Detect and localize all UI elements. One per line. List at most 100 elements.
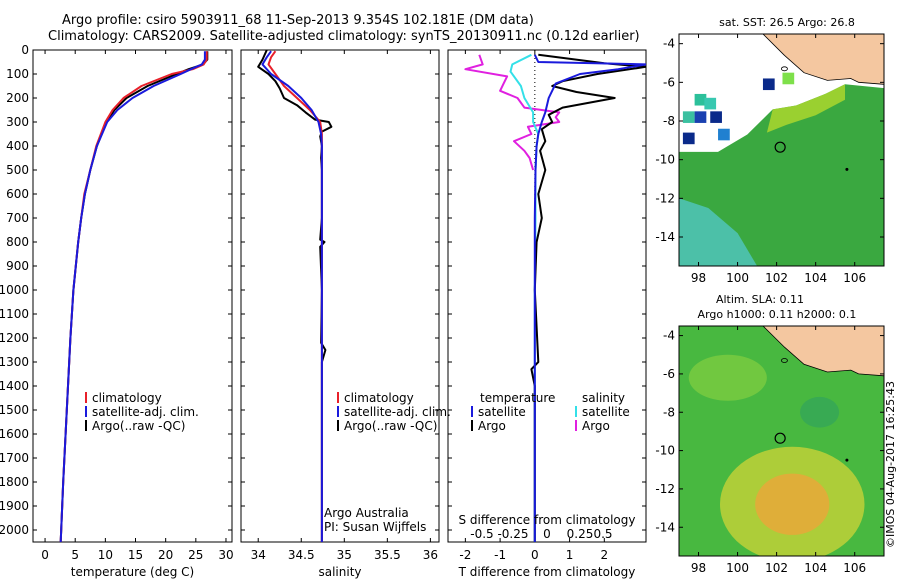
map-y-tick-label: -6 bbox=[663, 367, 675, 381]
map-y-tick-label: -6 bbox=[663, 75, 675, 89]
depth-tick-label: 1900 bbox=[0, 499, 29, 513]
depth-tick-label: 1500 bbox=[0, 403, 29, 417]
x-tick-label-top: -0.25 bbox=[497, 527, 528, 541]
depth-tick-label: 900 bbox=[6, 259, 29, 273]
depth-tick-label: 0 bbox=[21, 43, 29, 57]
x-tick-label: 30 bbox=[218, 548, 233, 562]
panel-frame-temperature bbox=[32, 49, 233, 543]
map-y-tick-label: -12 bbox=[655, 482, 675, 496]
x-tick-label-top: 0 bbox=[543, 527, 551, 541]
x-axis-label: salinity bbox=[318, 565, 361, 579]
series-line-satellite-adj--clim- bbox=[59, 51, 206, 542]
sst-yellow-band bbox=[766, 84, 845, 133]
x-tick-label: -1 bbox=[494, 548, 506, 562]
land-mass bbox=[762, 34, 884, 85]
sst-pixel bbox=[682, 132, 695, 145]
series-line-argo bbox=[464, 54, 561, 171]
map-y-tick-label: -8 bbox=[663, 114, 675, 128]
depth-tick-label: 1100 bbox=[0, 307, 29, 321]
depth-tick-label: 1000 bbox=[0, 283, 29, 297]
x-axis-label-top: S difference from climatology bbox=[459, 513, 636, 527]
sla-map-title-line2: Argo h1000: 0.11 h2000: 0.1 bbox=[698, 308, 857, 321]
map-y-tick-label: -8 bbox=[663, 405, 675, 419]
x-tick-label-top: -0.5 bbox=[470, 527, 493, 541]
map-y-tick-label: -14 bbox=[655, 230, 675, 244]
legend-label-diff-sal: Argo bbox=[582, 419, 610, 433]
x-tick-label: 35 bbox=[337, 548, 352, 562]
sst-pixel bbox=[704, 97, 717, 110]
legend-label-temperature: climatology bbox=[92, 391, 162, 405]
x-tick-label: 1 bbox=[566, 548, 574, 562]
sst-pixel bbox=[762, 78, 775, 91]
depth-tick-label: 1300 bbox=[0, 355, 29, 369]
x-tick-label: 2 bbox=[600, 548, 608, 562]
land-mass bbox=[762, 326, 884, 377]
panel-frame-salinity bbox=[240, 49, 440, 543]
island-outline bbox=[781, 358, 788, 363]
x-tick-label: 15 bbox=[128, 548, 143, 562]
depth-tick-label: 1700 bbox=[0, 451, 29, 465]
legend-label-salinity: Argo(..raw -QC) bbox=[344, 419, 437, 433]
map-y-tick-label: -4 bbox=[663, 329, 675, 343]
depth-tick-label: 600 bbox=[6, 187, 29, 201]
legend-label-salinity: climatology bbox=[344, 391, 414, 405]
map-x-tick-label: 102 bbox=[765, 271, 788, 285]
series-line-satellite bbox=[533, 54, 646, 542]
depth-tick-label: 1200 bbox=[0, 331, 29, 345]
map-x-tick-label: 104 bbox=[804, 271, 827, 285]
island-marker bbox=[845, 458, 849, 462]
depth-tick-label: 200 bbox=[6, 91, 29, 105]
series-line-argo bbox=[530, 53, 646, 542]
map-sla: 98 100 102 104 106 -4 -6 -8 -10 -12 -14 bbox=[655, 325, 885, 575]
sla-light-zone bbox=[688, 354, 767, 401]
x-tick-label: -2 bbox=[459, 548, 471, 562]
legend-title-salinity: salinity bbox=[582, 391, 625, 405]
map-y-tick-label: -12 bbox=[655, 191, 675, 205]
map-field bbox=[679, 34, 884, 266]
annotation-argo-australia: Argo Australia bbox=[324, 506, 409, 520]
map-x-tick-label: 106 bbox=[843, 561, 866, 575]
map-y-tick-label: -10 bbox=[655, 444, 675, 458]
x-tick-label: 34 bbox=[251, 548, 266, 562]
map-frame bbox=[678, 325, 885, 557]
depth-tick-label: 500 bbox=[6, 163, 29, 177]
sst-cyan-field bbox=[679, 198, 758, 266]
depth-tick-label: 100 bbox=[6, 67, 29, 81]
x-tick-label: 5 bbox=[71, 548, 79, 562]
sst-pixel bbox=[694, 111, 707, 123]
legend-label-temperature: satellite-adj. clim. bbox=[92, 405, 199, 419]
sla-orange-zone bbox=[755, 473, 830, 535]
x-tick-label: 0 bbox=[41, 548, 49, 562]
x-tick-label-top: 0.25 bbox=[567, 527, 594, 541]
x-axis-label: temperature (deg C) bbox=[71, 565, 194, 579]
island-outline bbox=[781, 66, 788, 72]
sst-pixel bbox=[682, 111, 695, 123]
x-tick-label: 10 bbox=[98, 548, 113, 562]
depth-tick-label: 2000 bbox=[0, 523, 29, 537]
island-marker bbox=[845, 167, 849, 171]
x-tick-label: 36 bbox=[423, 548, 438, 562]
annotation-pi: PI: Susan Wijffels bbox=[324, 520, 426, 534]
x-tick-label: 25 bbox=[188, 548, 203, 562]
map-y-tick-label: -4 bbox=[663, 37, 675, 51]
map-x-tick-label: 100 bbox=[726, 561, 749, 575]
sst-map-title: sat. SST: 26.5 Argo: 26.8 bbox=[719, 16, 855, 29]
argo-position-marker bbox=[774, 141, 786, 153]
sst-pixel bbox=[694, 93, 707, 106]
sst-green-field bbox=[679, 84, 884, 266]
figure-title-line2: Climatology: CARS2009. Satellite-adjuste… bbox=[48, 29, 640, 44]
x-tick-label: 20 bbox=[158, 548, 173, 562]
map-x-tick-label: 102 bbox=[765, 561, 788, 575]
panel-frame-differences bbox=[447, 49, 647, 543]
map-x-tick-label: 98 bbox=[691, 561, 706, 575]
depth-tick-label: 1800 bbox=[0, 475, 29, 489]
depth-tick-label: 700 bbox=[6, 211, 29, 225]
x-tick-label: 35.5 bbox=[374, 548, 401, 562]
legend-label-diff-temp: Argo bbox=[478, 419, 506, 433]
map-sst: 98 100 102 104 106 -4 -6 -8 -10 -12 -14 bbox=[655, 33, 885, 285]
imos-credit: ©IMOS 04-Aug-2017 16:25:43 bbox=[884, 381, 897, 548]
figure-title-line1: Argo profile: csiro 5903911_68 11-Sep-20… bbox=[62, 13, 534, 28]
x-tick-label-top: 0.5 bbox=[593, 527, 612, 541]
